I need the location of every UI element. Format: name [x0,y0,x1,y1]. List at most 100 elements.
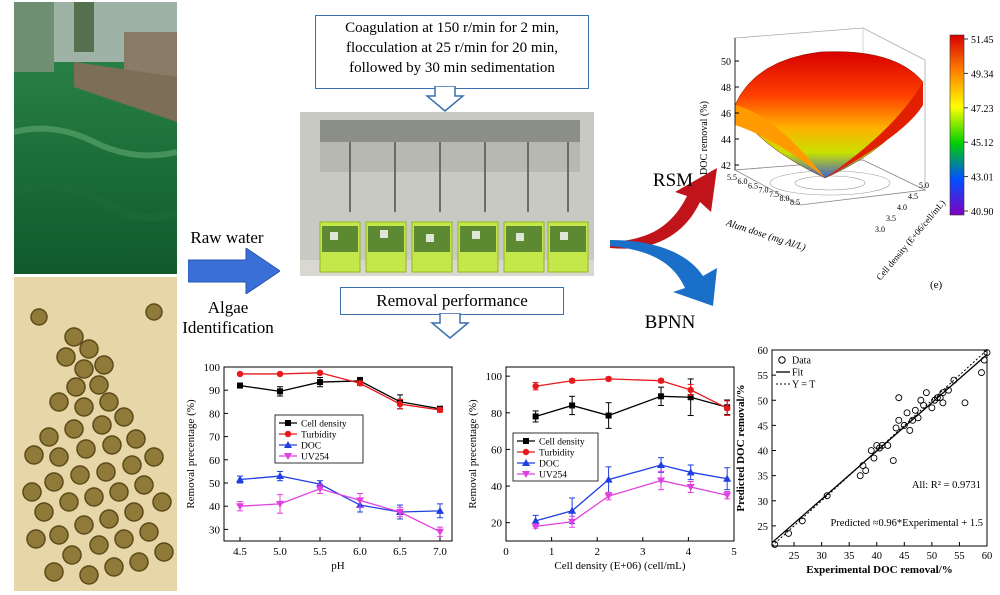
cd-data-point [723,405,731,412]
sc-data-point [939,389,947,397]
z-tick-label: 50 [721,57,731,68]
sc-legend-label: Fit [792,368,803,379]
cd-data-point [687,394,694,401]
ph-data-point [356,497,364,505]
ph-x-tick-label: 7.0 [433,546,447,558]
sc-y-axis-title: Predicted DOC removal/% [735,384,747,511]
ph-data-point [236,475,244,483]
rsm-surface-chart: 51.45 49.34 47.23 45.12 43.01 40.90 42 44 46 48 5… [699,27,994,291]
alum-tick-label: 7.0 [759,186,769,195]
ph-data-point [236,503,244,511]
process-arrow-icon [188,248,280,294]
ph-x-tick-label: 6.0 [353,546,367,558]
procedure-pointer-icon [425,86,465,112]
ph-plot-frame [223,366,453,542]
sc-x-tick-label: 35 [844,551,855,562]
ph-data-point [237,382,243,389]
sc-y-tick-label: 60 [758,346,769,357]
cell-tick-label: 3.0 [875,225,885,234]
sc-fit-line [771,354,988,544]
cell-tick-label: 5.0 [919,181,929,190]
sc-data-point [980,356,988,364]
ph-data-point [356,380,364,387]
sc-data-point [862,467,870,475]
ph-legend-label: Turbidity [301,431,337,441]
colorbar-tick-label: 45.12 [971,138,994,149]
cd-data-point [657,377,665,384]
ph-y-tick-label: 40 [209,501,221,513]
ph-data-point [317,379,323,386]
removal-performance-callout: Removal performance [340,287,564,315]
sc-data-point [867,447,875,454]
cd-data-point [604,475,613,483]
cd-series-line [535,464,728,522]
procedure-line3: followed by 30 min sedimentation [349,60,555,76]
cd-series-line [535,378,728,409]
sc-data-point [939,399,947,407]
sc-data-point [900,421,908,429]
ph-data-point [396,509,404,516]
jar-test-photo [300,112,594,276]
sc-data-point [856,472,864,480]
cd-data-point [605,375,612,383]
cd-legend-marker [522,459,530,466]
z-axis-title: DOC removal (%) [699,101,710,175]
sc-plot-frame [771,349,988,547]
algae-identification-label: Algae Identification [178,298,278,338]
cd-y-tick-label: 80 [491,408,503,420]
rsm-bpnn-arrows-icon [610,168,717,306]
cd-data-point [532,383,539,390]
ph-data-point [396,400,404,408]
sc-data-point [909,416,917,424]
sc-fit-annotation: Predicted ≈0.96*Experimental + 1.5 [830,518,983,529]
algae-label-line1: Algae [207,298,249,317]
ph-legend-label: UV254 [301,453,329,463]
cd-y-axis-title: Removal precentage (%) [467,399,479,509]
cd-data-point [658,393,665,400]
cd-data-point [605,412,612,419]
cd-data-point [532,413,539,420]
ph-y-tick-label: 30 [209,524,221,536]
colorbar-tick-label: 43.01 [971,173,994,184]
cd-data-point [568,506,577,514]
cd-data-point [531,523,540,531]
cell-axis-title: Cell density (E+06/cell/mL) [874,198,947,282]
sc-y-tick-label: 40 [758,447,769,458]
sc-data-point [771,541,779,548]
ph-removal-chart: 4.5 5.0 5.5 6.0 6.5 7.0 30 40 50 60 70 80 90 100 pH Rem… [185,362,453,572]
ph-legend-marker [284,453,292,460]
sc-data-point [928,404,936,412]
sc-data-point [920,401,928,409]
ph-data-point [276,472,284,480]
panel-e-label: (e) [930,279,943,291]
ph-legend-label: DOC [301,442,321,452]
alum-tick-label: 7.5 [769,190,779,199]
cell-density-removal-chart: 0 1 2 3 4 5 20 40 60 80 100 Cell density (E+06) (ce… [467,366,737,572]
cd-data-point [568,518,577,526]
cd-data-point [686,483,695,491]
cd-series-line [535,479,728,527]
sc-data-point [892,424,900,432]
ph-series-line [240,372,441,411]
cd-data-point [723,474,732,482]
ph-y-tick-label: 90 [209,385,221,397]
cd-plot-frame [505,366,735,542]
performance-pointer-icon [430,313,470,339]
ph-data-point [436,506,444,514]
raw-water-label: Raw water [190,228,264,247]
sc-data-point [911,406,919,414]
ph-data-point [277,388,283,395]
ph-x-axis-title: pH [331,560,345,572]
predicted-vs-experimental-chart: 25 30 35 40 45 50 55 60 25 30 35 40 45 50 55 60 Experime… [735,346,993,576]
sc-y-tick-label: 50 [758,396,769,407]
ph-x-tick-label: 5.5 [313,546,327,558]
sc-legend-label: Y = T [792,380,815,391]
sc-y-tick-label: 25 [758,522,769,533]
sc-data-point [906,426,914,434]
sc-x-tick-label: 60 [982,551,993,562]
cd-data-point [686,468,695,476]
procedure-line1: Coagulation at 150 r/min for 2 min, [345,20,559,36]
cd-legend-label: UV254 [539,471,567,481]
sc-x-tick-label: 25 [789,551,800,562]
ph-x-tick-label: 6.5 [393,546,407,558]
